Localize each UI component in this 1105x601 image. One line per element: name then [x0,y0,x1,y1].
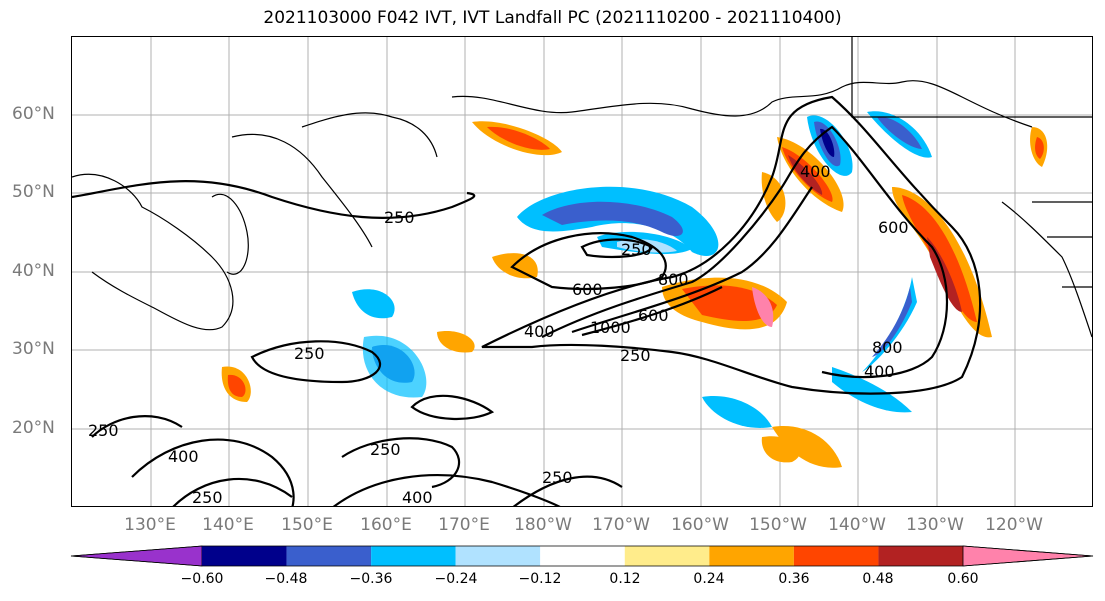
contour-label: 250 [294,344,325,363]
colorbar-tick: 0.60 [947,571,979,587]
contour-label: 800 [872,338,903,357]
lon-label: 150°W [749,515,807,535]
map-title: 2021103000 F042 IVT, IVT Landfall PC (20… [263,8,842,28]
contour-label: 400 [168,447,199,466]
contour-label: 400 [800,162,831,181]
contour-label: 250 [88,421,119,440]
lon-label: 170°E [438,515,490,535]
lat-label: 30°N [12,339,55,359]
colorbar-extend-high [962,545,1094,567]
lon-label: 120°W [985,515,1043,535]
contour-label: 250 [192,488,223,507]
colorbar-cell [793,546,879,566]
contour-label: 800 [658,270,689,289]
lat-label: 40°N [12,261,55,281]
colorbar-tick: −0.12 [518,571,562,587]
lon-label: 130°E [124,515,176,535]
contour-label: 1000 [590,318,631,337]
lat-label: 50°N [12,182,55,202]
contour-label: 600 [638,306,669,325]
contour-labels: 250 250 250 400 600 1000 600 800 250 400… [88,162,909,507]
colorbar-extend-low [70,545,203,567]
colorbar-cell [878,546,963,566]
contour-label: 250 [542,468,573,487]
colorbar-cell [371,546,456,566]
contour-label: 250 [370,440,401,459]
lat-label: 60°N [12,104,55,124]
map-panel: 250 250 250 400 600 1000 600 800 250 400… [71,36,1093,507]
colorbar-tick: 0.36 [778,571,810,587]
colorbar-outline [70,545,1094,567]
colorbar-tick: −0.24 [434,571,478,587]
colorbar-tick: 0.12 [609,571,641,587]
contour-label: 250 [384,208,415,227]
coastlines [72,37,1092,338]
lat-label: 20°N [12,418,55,438]
colorbar-cell [202,546,287,566]
colorbar-cell [455,546,541,566]
colorbar [70,545,1094,567]
colorbar-tick: 0.24 [693,571,725,587]
contour-label: 400 [524,322,555,341]
colorbar-cell [540,546,625,566]
colorbar-cell [709,546,794,566]
contour-label: 400 [864,362,895,381]
lon-label: 150°E [281,515,333,535]
lon-label: 160°E [360,515,412,535]
colorbar-tick: 0.48 [862,571,894,587]
contour-label: 600 [572,280,603,299]
contour-label: 250 [620,346,651,365]
lon-label: 180°W [514,515,572,535]
lon-label: 130°W [906,515,964,535]
map-svg: 250 250 250 400 600 1000 600 800 250 400… [72,37,1092,507]
contour-label: 250 [621,240,652,259]
pc-shading [221,111,1048,468]
contour-label: 400 [402,488,433,507]
colorbar-cell [286,546,372,566]
lon-label: 170°W [592,515,650,535]
lon-label: 140°E [202,515,254,535]
colorbar-tick: −0.48 [264,571,308,587]
colorbar-cell [624,546,710,566]
contour-label: 600 [878,218,909,237]
colorbar-tick: −0.36 [349,571,393,587]
lon-label: 140°W [828,515,886,535]
lon-label: 160°W [671,515,729,535]
colorbar-tick: −0.60 [180,571,224,587]
ivt-contours [72,95,982,506]
